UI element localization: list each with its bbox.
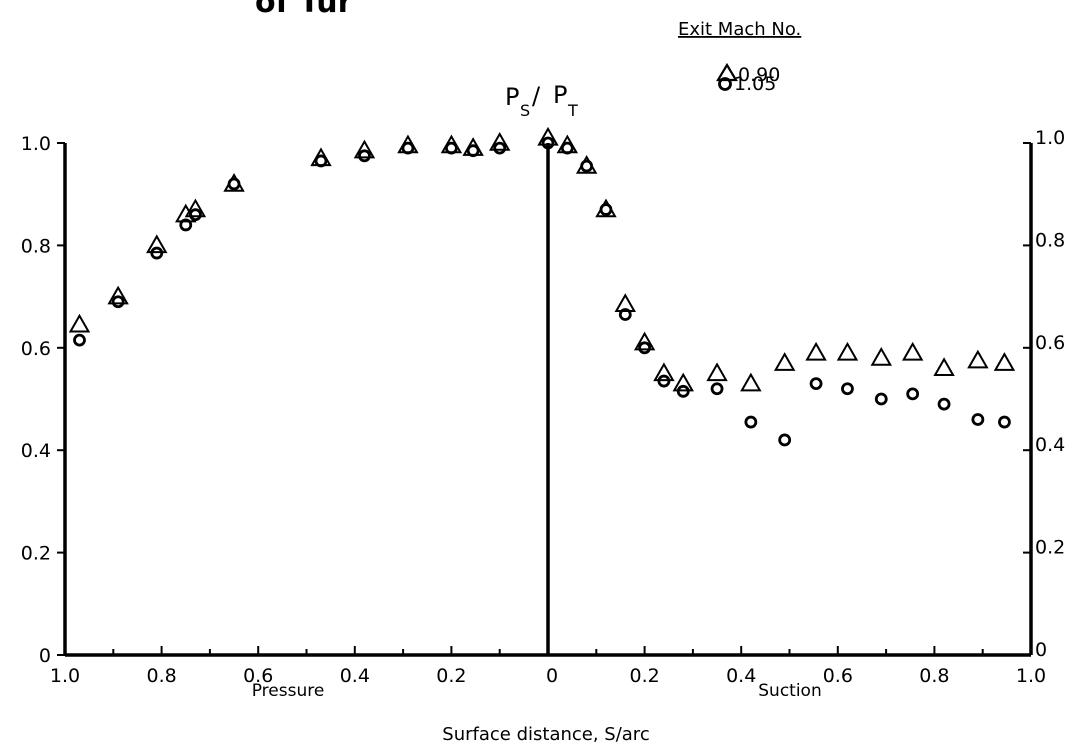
circle-marker-point [710, 382, 724, 396]
circle-marker-point [444, 141, 458, 155]
x-tick-label-suction: 0.2 [629, 665, 659, 687]
triangle-marker-point [107, 285, 129, 305]
circle-marker-point [874, 392, 888, 406]
triangle-marker-point [184, 198, 207, 218]
triangle-marker-point [773, 352, 796, 371]
y-axis-label-pt-subscript: T [567, 101, 578, 120]
circle-marker-point [73, 333, 86, 347]
suction-side-label: Suction [758, 681, 821, 701]
right-y-tick-label: 0.8 [1035, 229, 1065, 251]
triangle-marker-point [870, 347, 892, 366]
circle-marker-point [971, 413, 985, 426]
legend-series-1-label: 0.90 [738, 64, 780, 86]
legend-title: Exit Mach No. [678, 19, 801, 40]
circle-marker-point [541, 136, 555, 150]
x-axis-title: Surface distance, S/arc [442, 724, 649, 745]
triangle-marker-point [901, 341, 924, 361]
data-points [68, 126, 1016, 447]
circle-marker-point [179, 218, 193, 232]
circle-marker-point [150, 246, 164, 260]
x-tick-label-suction: 0.8 [919, 665, 949, 687]
circle-marker-point [744, 415, 758, 429]
chart-title-fragment: of Tur [255, 0, 353, 20]
triangle-marker-point [146, 234, 168, 254]
pressure-side-label: Pressure [252, 681, 325, 701]
triangle-marker-point [933, 357, 955, 377]
x-tick-label-zero: 0 [546, 665, 558, 687]
y-axis-label-pt: P [553, 81, 567, 109]
circle-marker-point [111, 295, 125, 309]
circle-marker-point [580, 159, 594, 173]
y-axis-label-slash: / [532, 82, 541, 110]
left-y-tick-label: 0.4 [21, 440, 51, 462]
left-y-tick-label: 0.2 [21, 543, 51, 565]
left-y-tick-label: 0.6 [21, 338, 51, 360]
axis-tick-labels: 00.20.40.60.81.000.20.40.60.81.01.0 0.8 0.… [21, 127, 1065, 687]
triangle-marker-point [353, 139, 376, 159]
triangle-marker-point [740, 372, 762, 392]
triangle-marker-point [836, 341, 859, 361]
triangle-marker-point [68, 313, 91, 333]
x-tick-label-suction: 1.0 [1016, 665, 1046, 687]
circle-marker-point [676, 384, 690, 398]
circle-marker-point [189, 208, 202, 222]
x-tick-label-pressure: 0.4 [340, 665, 370, 687]
legend-circle-marker-icon [718, 77, 732, 91]
circle-marker-point [314, 154, 328, 168]
circle-marker-point [560, 141, 574, 155]
circle-marker-point [841, 382, 854, 396]
circle-marker-point [998, 415, 1011, 429]
right-y-tick-label: 0.2 [1035, 537, 1065, 559]
triangle-marker-point [488, 131, 511, 151]
right-y-tick-label: 1.0 [1035, 127, 1065, 149]
x-tick-label-pressure: 1.0 [50, 665, 80, 687]
circle-marker-point [778, 433, 792, 447]
x-tick-label-pressure: 0.8 [146, 665, 176, 687]
legend: Exit Mach No. 0.90 1.05 [678, 19, 801, 95]
y-axis-label-ps: P [505, 83, 519, 111]
circle-marker-point [466, 144, 480, 158]
x-tick-label-pressure: 0.2 [436, 665, 466, 687]
left-y-tick-label: 0.8 [21, 235, 51, 257]
circle-marker-point [638, 341, 651, 355]
right-y-tick-label: 0 [1035, 639, 1047, 661]
x-tick-label-pressure: 0.6 [243, 665, 273, 687]
triangle-marker-point [537, 126, 559, 146]
circle-marker-point [618, 308, 632, 321]
y-axis-label-ps-subscript: S [520, 101, 530, 120]
axis-ticks [57, 142, 1032, 656]
circle-marker-point [809, 377, 823, 391]
right-y-tick-label: 0.4 [1035, 434, 1065, 456]
circle-marker-point [906, 387, 920, 401]
triangle-marker-point [653, 362, 675, 382]
circle-marker-point [227, 177, 241, 191]
triangle-marker-point [706, 362, 728, 382]
triangle-marker-point [967, 349, 989, 369]
triangle-marker-point [672, 372, 694, 392]
circle-marker-point [657, 374, 671, 388]
x-tick-label-suction: 0.6 [823, 665, 853, 687]
left-y-tick-label: 0 [39, 645, 51, 667]
circle-marker-point [493, 141, 507, 155]
triangle-marker-point [805, 341, 827, 361]
x-tick-label-suction: 0.4 [726, 665, 756, 687]
right-y-tick-label: 0.6 [1035, 332, 1065, 354]
circle-marker-point [358, 149, 371, 163]
circle-marker-point [937, 397, 951, 411]
triangle-marker-point [614, 293, 637, 313]
circle-marker-point [599, 203, 613, 216]
circle-marker-point [401, 141, 415, 155]
triangle-marker-point [993, 352, 1016, 371]
legend-series-2-label: 1.05 [734, 73, 776, 95]
left-y-tick-label: 1.0 [21, 133, 51, 155]
triangle-marker-point [633, 331, 656, 351]
